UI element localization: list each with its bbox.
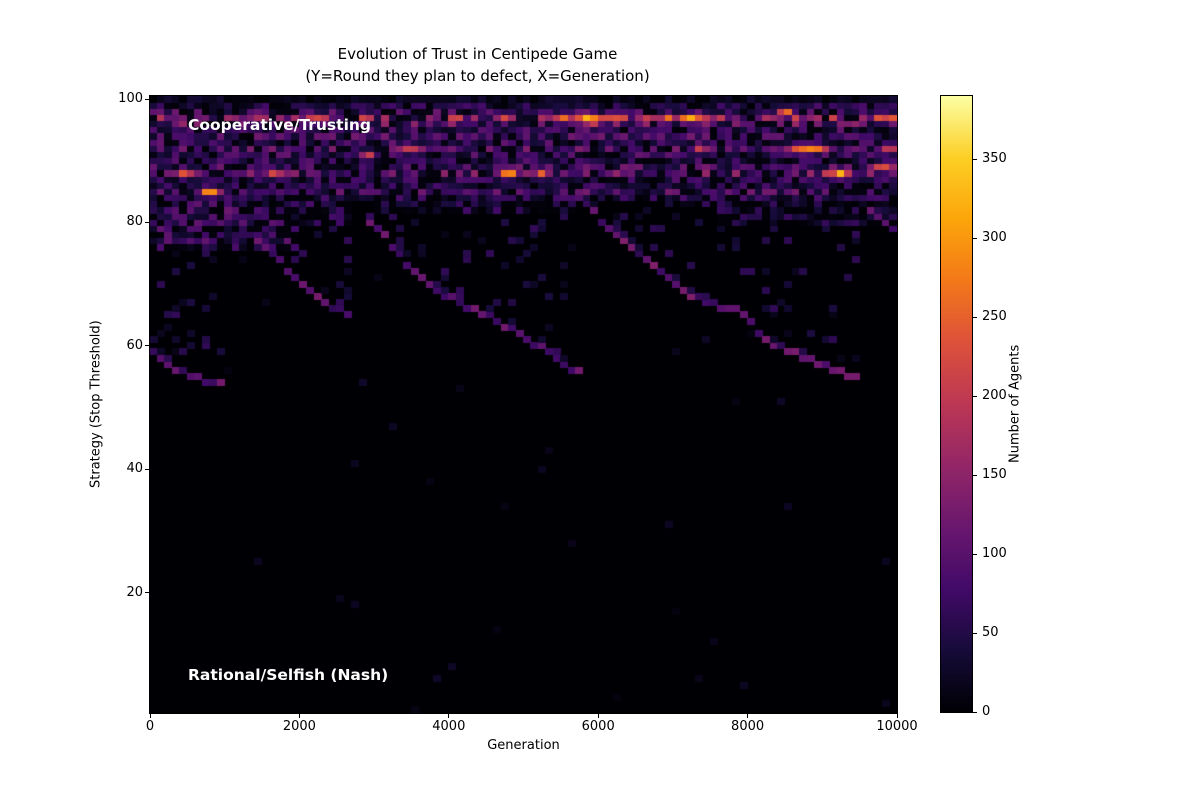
- y-tick-mark: [145, 345, 149, 347]
- colorbar-tick-mark: [973, 711, 977, 713]
- x-tick-label: 8000: [731, 719, 765, 734]
- colorbar-tick-mark: [973, 237, 977, 239]
- colorbar-tick-label: 50: [982, 625, 999, 641]
- chart-title-line1: Evolution of Trust in Centipede Game: [337, 45, 618, 63]
- colorbar-tick-label: 0: [982, 704, 991, 719]
- x-tick-label: 4000: [432, 719, 466, 734]
- x-axis-label: Generation: [487, 738, 560, 753]
- x-tick-mark: [448, 714, 450, 718]
- x-tick-label: 0: [145, 719, 155, 734]
- y-tick-mark: [145, 98, 149, 100]
- x-tick-mark: [747, 714, 749, 718]
- x-tick-label: 2000: [282, 719, 316, 734]
- x-tick-mark: [597, 714, 599, 718]
- colorbar-tick-label: 300: [982, 230, 1007, 246]
- y-tick-label: 40: [126, 461, 143, 477]
- x-tick-mark: [896, 714, 898, 718]
- y-axis-label: Strategy (Stop Threshold): [88, 320, 104, 489]
- x-tick-mark: [149, 714, 151, 718]
- colorbar-tick-label: 250: [982, 309, 1007, 325]
- colorbar-tick-mark: [973, 395, 977, 397]
- heatmap-canvas: [150, 96, 897, 713]
- y-tick-label: 80: [126, 214, 143, 230]
- colorbar: [940, 95, 973, 713]
- chart-title-line2: (Y=Round they plan to defect, X=Generati…: [305, 67, 650, 85]
- colorbar-tick-mark: [973, 632, 977, 634]
- colorbar-tick-label: 200: [982, 388, 1007, 404]
- y-tick-label: 60: [126, 337, 143, 353]
- y-tick-label: 20: [126, 584, 143, 600]
- x-tick-mark: [298, 714, 300, 718]
- x-tick-label: 6000: [581, 719, 615, 734]
- y-tick-label: 100: [118, 91, 143, 107]
- x-tick-label: 10000: [876, 719, 918, 734]
- colorbar-tick-label: 100: [982, 546, 1007, 562]
- colorbar-tick-label: 350: [982, 151, 1007, 167]
- colorbar-label: Number of Agents: [1007, 344, 1023, 464]
- colorbar-tick-mark: [973, 553, 977, 555]
- colorbar-tick-mark: [973, 316, 977, 318]
- y-tick-mark: [145, 468, 149, 470]
- colorbar-tick-mark: [973, 158, 977, 160]
- y-tick-mark: [145, 221, 149, 223]
- heatmap-plot: Cooperative/Trusting Rational/Selfish (N…: [149, 95, 898, 714]
- annotation-cooperative: Cooperative/Trusting: [188, 116, 372, 134]
- colorbar-tick-label: 150: [982, 467, 1007, 483]
- y-tick-mark: [145, 592, 149, 594]
- chart-title: Evolution of Trust in Centipede Game (Y=…: [104, 43, 851, 87]
- colorbar-tick-mark: [973, 474, 977, 476]
- annotation-rational: Rational/Selfish (Nash): [188, 666, 389, 684]
